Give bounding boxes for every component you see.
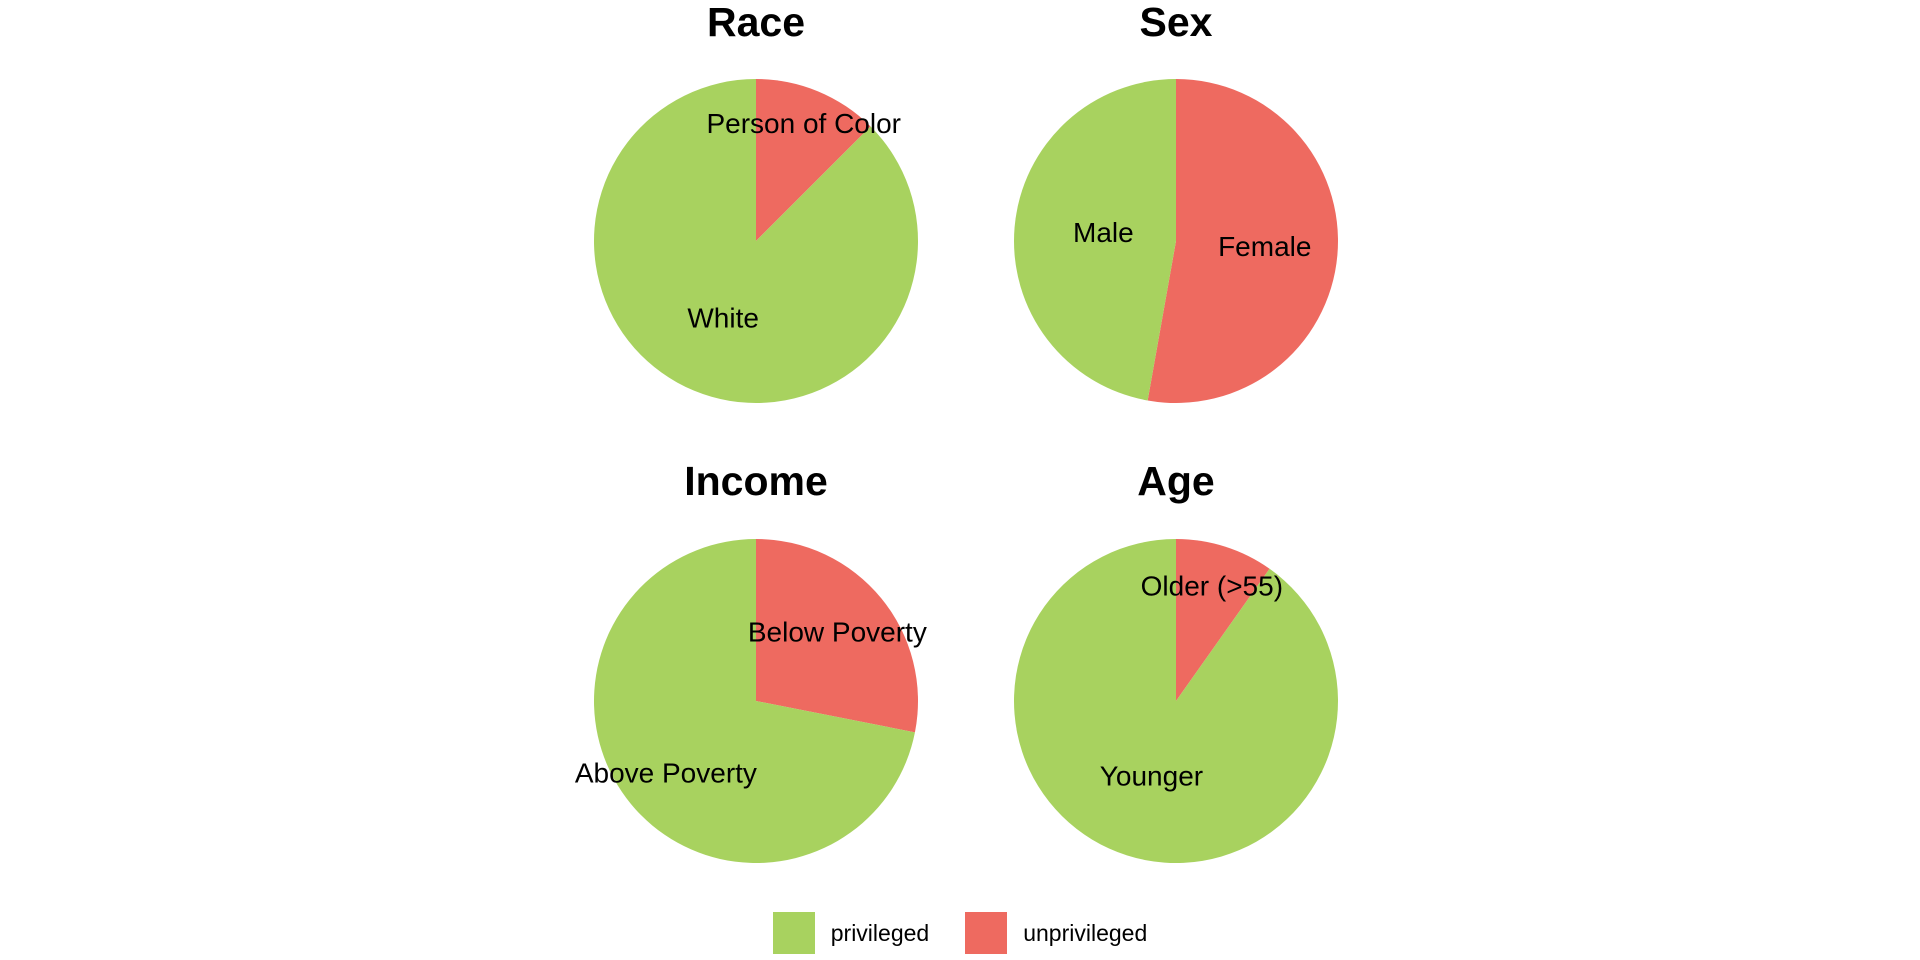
slice-label-below-poverty: Below Poverty: [748, 617, 927, 648]
pie-slice-younger: [1014, 539, 1339, 864]
chart-title-sex: Sex: [1140, 0, 1213, 45]
legend-swatch-privileged: [772, 912, 815, 954]
slice-label-younger: Younger: [1100, 761, 1203, 792]
legend-item-privileged: privileged: [772, 912, 930, 954]
slice-label-white: White: [687, 303, 759, 334]
slice-label-female: Female: [1218, 231, 1311, 262]
legend: privileged unprivileged: [0, 912, 1920, 954]
legend-label-unprivileged: unprivileged: [1023, 919, 1148, 946]
slice-label-above-poverty: Above Poverty: [575, 757, 757, 788]
pie-age: Age Older (>55) Younger: [1014, 458, 1339, 864]
pie-income: Income Below Poverty Above Poverty: [575, 458, 927, 863]
legend-swatch-unprivileged: [965, 912, 1008, 954]
legend-item-unprivileged: unprivileged: [965, 912, 1147, 954]
slice-label-person-of-color: Person of Color: [706, 108, 901, 139]
pie-slice-older-55: [1176, 539, 1270, 701]
pie-charts: Race Person of Color White Sex Female Male Inc…: [575, 0, 1339, 864]
pie-slice-white: [594, 78, 919, 403]
chart-title-race: Race: [707, 0, 805, 45]
pie-slice-male: [1013, 79, 1176, 401]
pie-slice-above-poverty: [594, 539, 915, 863]
pie-slice-female: [1147, 79, 1338, 403]
chart-title-income: Income: [684, 458, 828, 504]
pie-slice-person-of-color: [756, 79, 871, 241]
pie-sex: Sex Female Male: [1013, 0, 1338, 403]
legend-label-privileged: privileged: [830, 919, 930, 946]
pie-race: Race Person of Color White: [594, 0, 919, 403]
chart-title-age: Age: [1137, 458, 1214, 504]
pie-slice-below-poverty: [756, 539, 918, 733]
slice-label-older-55: Older (>55): [1141, 571, 1283, 602]
slice-label-male: Male: [1073, 217, 1134, 248]
